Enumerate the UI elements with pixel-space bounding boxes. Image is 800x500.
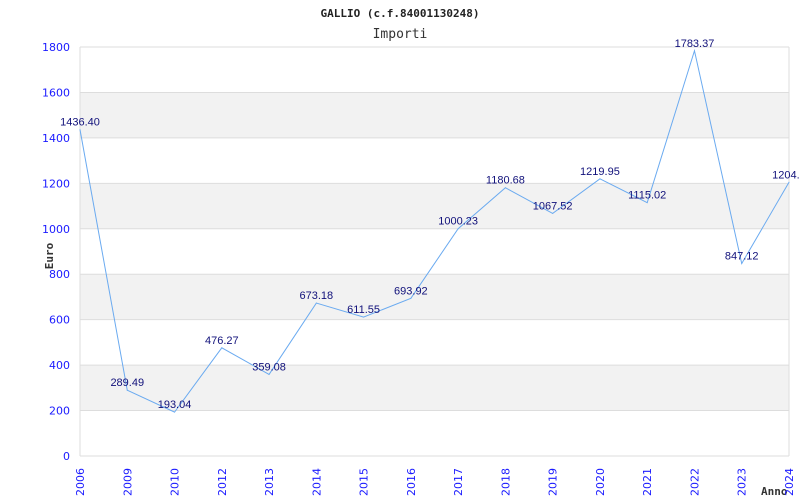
data-label: 611.55 [347, 304, 380, 316]
data-point [79, 129, 81, 131]
data-label: 847.12 [725, 251, 759, 263]
data-label: 673.18 [300, 290, 334, 302]
x-tick-label: 2022 [688, 468, 701, 496]
y-tick-label: 1400 [42, 132, 70, 145]
data-point [599, 178, 601, 180]
x-tick-label: 2016 [405, 468, 418, 496]
x-tick-label: 2009 [121, 468, 134, 496]
data-point [410, 297, 412, 299]
data-label: 1783.37 [675, 38, 715, 50]
data-label: 1067.52 [533, 200, 573, 212]
chart-subtitle: Importi [373, 27, 428, 42]
data-label: 1115.02 [628, 190, 666, 202]
data-point [174, 411, 176, 413]
x-tick-label: 2012 [216, 468, 229, 496]
y-tick-label: 1000 [42, 223, 70, 236]
y-tick-label: 1600 [42, 86, 70, 99]
x-tick-label: 2019 [547, 468, 560, 496]
data-point [457, 228, 459, 230]
y-tick-label: 1200 [42, 177, 70, 190]
y-tick-label: 400 [49, 359, 70, 372]
x-tick-label: 2014 [310, 468, 323, 496]
data-point [504, 187, 506, 189]
data-label: 476.27 [205, 335, 239, 347]
data-point [741, 263, 743, 265]
x-tick-label: 2021 [641, 468, 654, 496]
data-label: 1000.23 [438, 216, 478, 228]
data-point [221, 347, 223, 349]
data-point [126, 389, 128, 391]
chart-title: GALLIO (c.f.84001130248) [321, 7, 480, 20]
data-label: 359.08 [252, 361, 286, 373]
grid-band [80, 274, 789, 320]
x-tick-label: 2017 [452, 468, 465, 496]
x-tick-label: 2006 [74, 468, 87, 496]
data-point [646, 202, 648, 204]
data-point [363, 316, 365, 318]
grid-band [80, 183, 789, 229]
data-label: 193.04 [158, 399, 192, 411]
data-label: 1219.95 [580, 166, 620, 178]
data-point [788, 181, 790, 183]
x-tick-label: 2015 [358, 468, 371, 496]
y-tick-label: 600 [49, 314, 70, 327]
data-point [552, 212, 554, 214]
y-tick-label: 800 [49, 268, 70, 281]
data-point [693, 50, 695, 52]
data-label: 693.92 [394, 285, 428, 297]
data-label: 1180.68 [486, 175, 525, 187]
data-label: 289.49 [110, 377, 144, 389]
x-tick-label: 2020 [594, 468, 607, 496]
y-tick-label: 0 [63, 450, 70, 463]
y-axis-label: Euro [43, 242, 56, 269]
data-label: 1204.6 [772, 169, 800, 181]
y-tick-label: 200 [49, 405, 70, 418]
data-label: 1436.40 [60, 117, 100, 129]
y-tick-label: 1800 [42, 41, 70, 54]
x-axis-label: Anno [761, 485, 788, 498]
data-point [315, 302, 317, 304]
x-tick-label: 2013 [263, 468, 276, 496]
data-point [268, 373, 270, 375]
grid-band [80, 92, 789, 138]
x-tick-label: 2024 [783, 468, 796, 496]
grid-band [80, 365, 789, 411]
series-line [79, 48, 790, 413]
x-tick-label: 2010 [169, 468, 182, 496]
x-tick-label: 2023 [736, 468, 749, 496]
x-tick-label: 2018 [499, 468, 512, 496]
